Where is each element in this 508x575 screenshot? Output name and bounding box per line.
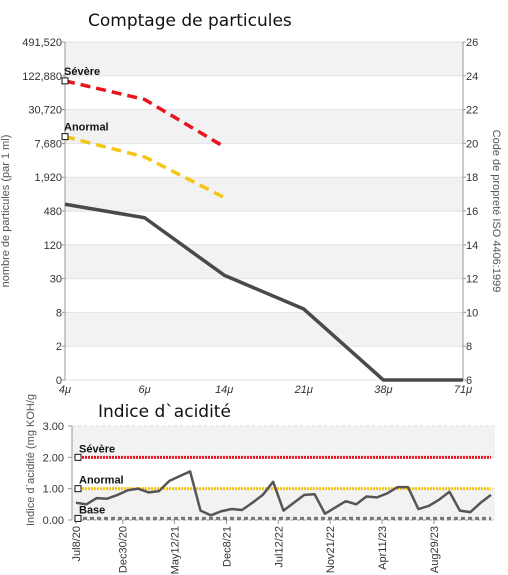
x-tick-label: May12/21 — [170, 526, 182, 574]
y-tick-label-right: 24 — [466, 71, 478, 83]
grid-lines — [65, 41, 463, 381]
annotation-marker — [74, 485, 82, 493]
y-tick-label: 1.00 — [43, 484, 64, 496]
tick-labels: 0.00 1.00 2.00 3.00 Jul8/20 Dec30/20 May12/21 D… — [43, 421, 495, 574]
y-tick-label-right: 8 — [466, 341, 472, 353]
y-tick-label-right: 12 — [466, 274, 478, 286]
x-tick-label: Jul12/22 — [273, 526, 285, 568]
x-tick-label: 6μ — [139, 384, 151, 396]
plot-band — [65, 42, 463, 76]
x-tick-label: 21μ — [294, 384, 313, 396]
y-tick-label-left: 0 — [56, 375, 62, 387]
y-tick-label: 0.00 — [43, 515, 64, 527]
plot-band — [72, 457, 495, 489]
left-axis-label: nombre de particules (par 1 ml) — [0, 135, 12, 288]
plot-band — [65, 244, 463, 279]
y-tick-label-right: 20 — [466, 138, 478, 150]
y-tick-label-right: 18 — [466, 172, 478, 184]
x-tick-label: Dec8/21 — [221, 526, 233, 567]
y-tick-label-right: 22 — [466, 105, 478, 117]
series-lines — [75, 455, 492, 520]
annotation-marker — [74, 453, 82, 461]
y-tick-label-left: 491,520 — [22, 37, 62, 49]
measured-series-line — [75, 470, 492, 517]
acid-axis-label: Indice d`acidité (mg KOH/g — [25, 394, 37, 526]
plot-band — [72, 426, 495, 458]
plot-band — [65, 143, 463, 178]
y-tick-label-right: 16 — [466, 206, 478, 218]
annotation-label: Anormal — [64, 122, 109, 134]
threshold-series-line — [64, 79, 226, 149]
x-tick-label: Aug29/23 — [429, 526, 441, 573]
measured-series-line — [64, 202, 463, 382]
y-tick-label-right: 26 — [466, 37, 478, 49]
y-tick-label-left: 122,880 — [22, 71, 62, 83]
annotation-marker — [61, 133, 69, 141]
annotation-marker — [61, 77, 69, 85]
annotation-marker — [74, 514, 82, 522]
acid-chart-title: Indice d`acidité — [98, 402, 231, 422]
plot-band — [65, 278, 463, 313]
threshold-annotations: Sévère Anormal Base — [74, 443, 124, 522]
y-tick-label-left: 120 — [44, 240, 62, 252]
tick-labels: 0 2 8 30 120 480 1,920 7,680 30,720 122,880 491,52… — [22, 37, 478, 396]
threshold-series-line — [64, 134, 225, 200]
x-tick-label: Apr11/23 — [377, 526, 389, 570]
y-tick-label-left: 2 — [56, 341, 62, 353]
plot-band — [65, 109, 463, 144]
y-tick-label: 3.00 — [43, 421, 64, 433]
plot-band — [65, 75, 463, 110]
x-tick-label: 38μ — [374, 384, 392, 396]
x-tick-label: 71μ — [454, 384, 472, 396]
x-tick-label: Jul8/20 — [71, 526, 83, 561]
plot-bands — [65, 42, 463, 380]
y-tick-label-right: 10 — [466, 307, 478, 319]
threshold-annotations: Sévère Anormal — [61, 66, 109, 141]
y-tick-label: 2.00 — [43, 452, 64, 464]
x-tick-label: 4μ — [59, 384, 71, 396]
x-tick-label: Nov21/22 — [325, 526, 337, 573]
annotation-label: Base — [79, 504, 105, 516]
annotation-label: Sévère — [64, 66, 100, 78]
y-tick-label-left: 480 — [44, 206, 62, 218]
y-tick-label-left: 1,920 — [34, 172, 62, 184]
annotation-label: Sévère — [79, 443, 115, 455]
acid-index-chart: Indice d`acidité Indice d`acidité (mg KO… — [25, 394, 495, 574]
y-tick-label-left: 8 — [56, 307, 62, 319]
y-tick-label-left: 30 — [50, 274, 62, 286]
plot-band — [65, 177, 463, 211]
y-tick-label-right: 14 — [466, 240, 478, 252]
annotation-label: Anormal — [79, 475, 124, 487]
y-tick-label-left: 7,680 — [34, 138, 62, 150]
right-axis-label: Code de propreté ISO 4406:1999 — [490, 130, 502, 293]
series-lines — [64, 79, 463, 382]
plot-band — [65, 346, 463, 380]
y-tick-label-right: 6 — [466, 375, 472, 387]
plot-band — [72, 488, 495, 520]
y-tick-label-left: 30,720 — [28, 105, 62, 117]
plot-bands — [72, 426, 495, 520]
particle-chart-title: Comptage de particules — [88, 11, 292, 31]
particle-count-chart: Comptage de particules nombre de particu… — [0, 11, 502, 396]
x-tick-label: 14μ — [215, 384, 233, 396]
x-tick-label: Dec30/20 — [118, 526, 130, 573]
plot-band — [65, 312, 463, 347]
